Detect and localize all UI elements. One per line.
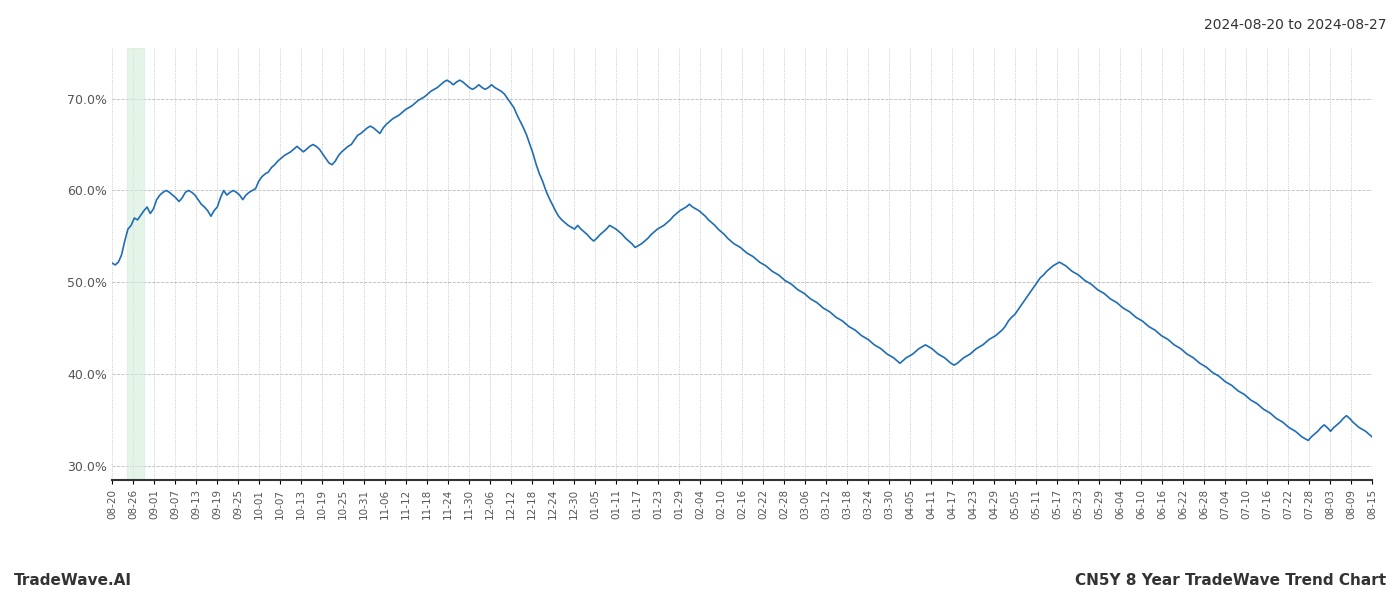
- Text: TradeWave.AI: TradeWave.AI: [14, 573, 132, 588]
- Text: 2024-08-20 to 2024-08-27: 2024-08-20 to 2024-08-27: [1204, 18, 1386, 32]
- Text: CN5Y 8 Year TradeWave Trend Chart: CN5Y 8 Year TradeWave Trend Chart: [1075, 573, 1386, 588]
- Bar: [126, 48, 143, 480]
